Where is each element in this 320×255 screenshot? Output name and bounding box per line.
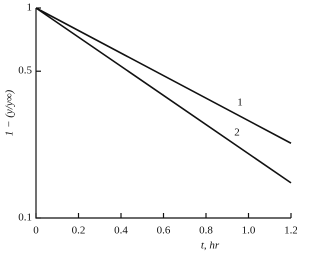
x-tick-label: 1.2 [284, 225, 297, 237]
line-label: 1 [237, 97, 243, 109]
y-axis-label: 1 − (y/y∞) [4, 89, 16, 136]
x-axis-label: t, hr [201, 240, 220, 252]
x-tick-label: 0.6 [157, 225, 171, 237]
y-tick-label: 1 [27, 2, 33, 14]
x-tick-label: 0.8 [199, 225, 213, 237]
x-tick-label: 0.4 [114, 225, 128, 237]
x-tick-label: 0.2 [72, 225, 86, 237]
y-tick-label: 0.5 [18, 65, 32, 77]
x-tick-label: 0 [33, 225, 39, 237]
y-tick-label: 0.1 [18, 212, 32, 224]
x-tick-label: 1.0 [242, 225, 256, 237]
line [35, 7, 292, 144]
chart: t, hr 1 − (y/y∞) 0.1 0.5 1 0 0.2 0.4 0.6 0.8 1.0… [4, 2, 297, 252]
line-label: 2 [234, 127, 240, 139]
axis [35, 8, 291, 219]
line [35, 7, 292, 184]
